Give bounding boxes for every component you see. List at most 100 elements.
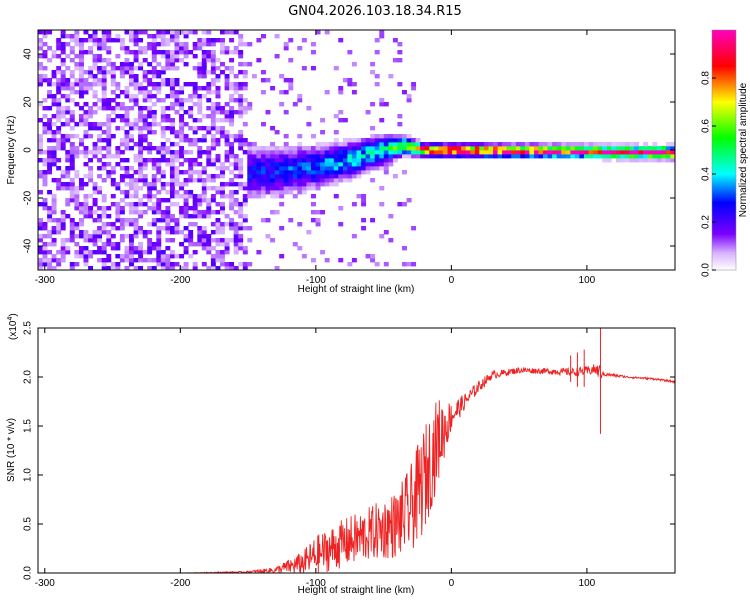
- spectrogram-cell: [283, 186, 289, 191]
- spectrogram-cell: [197, 202, 203, 207]
- spectrogram-cell: [210, 38, 216, 43]
- spectrogram-cell: [206, 214, 212, 219]
- spectrogram-cell: [242, 106, 248, 111]
- spectrogram-cell: [69, 150, 75, 155]
- spectrogram-cell: [92, 58, 98, 63]
- spectrogram-cell: [424, 154, 430, 159]
- spectrogram-cell: [129, 166, 134, 171]
- spectrogram-cell: [165, 238, 171, 243]
- spectrogram-cell: [397, 202, 403, 207]
- y-tick-label: 2.5: [23, 321, 34, 335]
- spectrogram-cell: [69, 134, 75, 139]
- spectrogram-cell: [147, 122, 153, 127]
- spectrogram-cell: [361, 154, 367, 159]
- spectrogram-cell: [261, 122, 266, 127]
- spectrogram-cell: [210, 198, 216, 203]
- spectrogram-cell: [306, 154, 312, 159]
- spectrogram-cell: [338, 166, 344, 171]
- spectrogram-cell: [251, 190, 257, 195]
- spectrogram-cell: [97, 206, 103, 211]
- spectrogram-cell: [74, 102, 80, 107]
- spectrogram-cell: [483, 142, 489, 147]
- spectrogram-cell: [383, 134, 389, 139]
- spectrogram-cell: [338, 154, 344, 159]
- spectrogram-cells: [38, 30, 675, 270]
- spectrogram-cell: [142, 162, 148, 167]
- spectrogram-cell: [69, 82, 75, 87]
- spectrogram-cell: [83, 206, 89, 211]
- spectrogram-cell: [115, 202, 121, 207]
- spectrogram-cell: [342, 78, 348, 83]
- spectrogram-cell: [629, 154, 635, 159]
- spectrogram-cell: [88, 214, 94, 219]
- spectrogram-cell: [238, 130, 244, 135]
- spectrogram-cell: [324, 146, 330, 151]
- spectrogram-cell: [643, 146, 649, 151]
- spectrogram-cell: [47, 162, 53, 167]
- spectrogram-cell: [142, 126, 148, 131]
- spectrogram-cell: [119, 106, 125, 111]
- spectrogram-cell: [529, 146, 535, 151]
- spectrogram-cell: [106, 174, 112, 179]
- spectrogram-cell: [65, 158, 71, 163]
- spectrogram-cell: [97, 54, 103, 59]
- spectrogram-cell: [183, 182, 189, 187]
- spectrogram-cell: [320, 166, 326, 171]
- spectrogram-cell: [415, 142, 421, 147]
- spectrogram-cell: [106, 230, 112, 235]
- spectrogram-cell: [342, 158, 348, 163]
- spectrogram-cell: [110, 182, 116, 187]
- spectrogram-cell: [201, 230, 207, 235]
- spectrogram-cell: [38, 54, 43, 59]
- spectrogram-cell: [138, 170, 144, 175]
- spectrogram-cell: [506, 142, 512, 147]
- spectrogram-cell: [247, 142, 253, 147]
- spectrogram-cell: [365, 150, 371, 155]
- spectrogram-cell: [170, 266, 175, 270]
- spectrogram-cell: [42, 198, 48, 203]
- spectrogram-cell: [229, 58, 235, 63]
- spectrogram-cell: [233, 154, 239, 159]
- spectrogram-cell: [242, 98, 248, 103]
- spectrogram-cell: [119, 150, 125, 155]
- spectrogram-cell: [188, 114, 194, 119]
- spectrogram-cell: [311, 210, 316, 215]
- spectrogram-cell: [210, 82, 216, 87]
- spectrogram-cell: [224, 246, 230, 251]
- spectrogram-cell: [60, 134, 66, 139]
- spectrogram-cell: [74, 226, 80, 231]
- spectrogram-cell: [274, 158, 280, 163]
- spectrogram-cell: [60, 186, 66, 191]
- spectrogram-cell: [179, 194, 185, 199]
- spectrogram-cell: [188, 138, 194, 143]
- spectrogram-cell: [142, 58, 148, 63]
- spectrogram-cell: [297, 182, 303, 187]
- spectrogram-cell: [51, 238, 57, 243]
- spectrogram-cell: [552, 146, 558, 151]
- spectrogram-cell: [215, 106, 221, 111]
- spectrogram-cell: [79, 122, 84, 127]
- spectrogram-cell: [119, 74, 125, 79]
- spectrogram-cell: [151, 42, 157, 47]
- spectrogram-cell: [361, 226, 367, 231]
- spectrogram-cell: [170, 254, 175, 259]
- spectrogram-cell: [83, 234, 89, 239]
- spectrogram-cell: [129, 50, 134, 55]
- spectrogram-cell: [197, 234, 203, 239]
- spectrogram-cell: [115, 186, 121, 191]
- spectrogram-cell: [397, 82, 403, 87]
- spectrogram-cell: [506, 150, 512, 155]
- spectrogram-cell: [69, 34, 75, 39]
- spectrogram-cell: [38, 82, 43, 87]
- spectrogram-cell: [138, 38, 144, 43]
- spectrogram-cell: [142, 122, 148, 127]
- spectrogram-cell: [38, 218, 43, 223]
- spectrogram-cell: [602, 146, 608, 151]
- spectrogram-cell: [69, 226, 75, 231]
- spectrogram-cell: [306, 230, 312, 235]
- spectrogram-cell: [306, 166, 312, 171]
- spectrogram-cell: [83, 146, 89, 151]
- spectrogram-cell: [51, 218, 57, 223]
- spectrogram-cell: [279, 182, 285, 187]
- spectrogram-cell: [397, 122, 403, 127]
